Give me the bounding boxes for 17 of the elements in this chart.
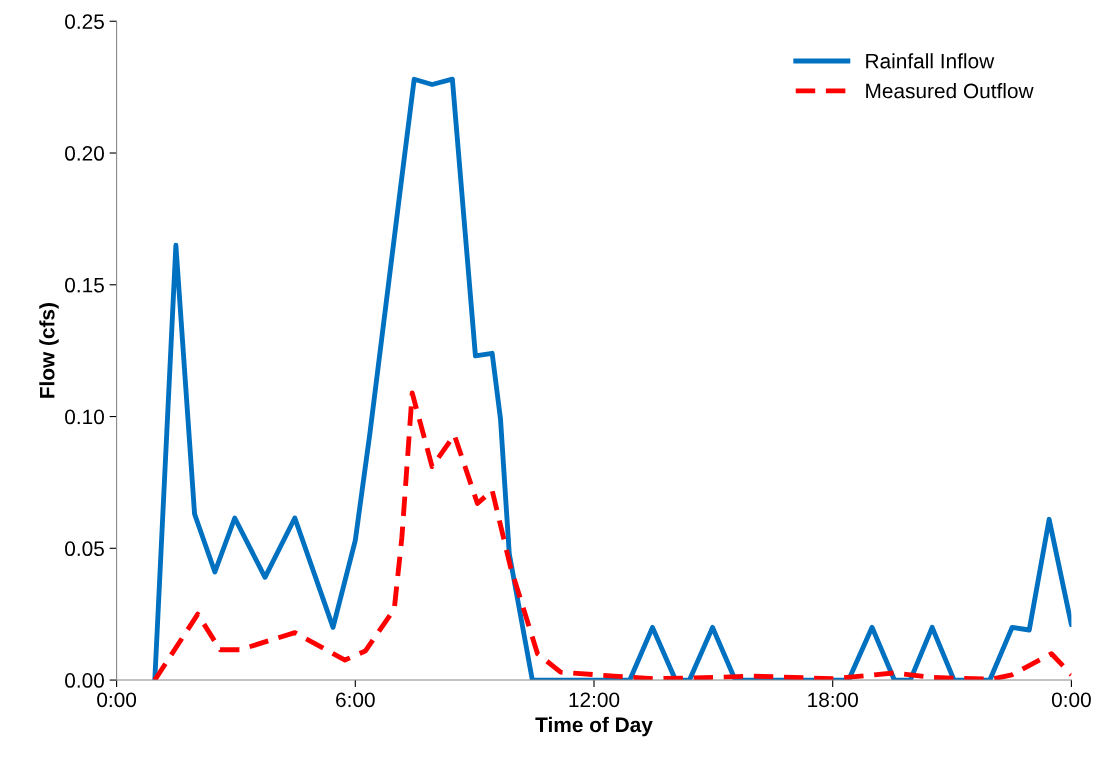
x-tick-label: 12:00	[569, 692, 620, 708]
x-tick-label: 0:00	[97, 692, 137, 708]
legend-label: Measured Outflow	[866, 83, 1034, 99]
line-series	[152, 76, 1072, 681]
x-axis-title: Time of Day	[535, 716, 653, 737]
y-tick-label: 0.15	[65, 277, 104, 293]
y-tick-label: 0.05	[65, 541, 104, 557]
y-tick-label: 0.25	[65, 14, 104, 30]
y-tick-label: 0.20	[65, 146, 104, 161]
line-series	[152, 390, 1072, 681]
legend-label: Rainfall Inflow	[866, 53, 995, 69]
y-tick-label: 0.10	[65, 409, 104, 425]
y-axis-title: Flow (cfs)	[39, 303, 59, 398]
x-tick-label: 18:00	[808, 692, 858, 708]
y-tick-label: 0.00	[65, 673, 104, 688]
x-tick-label: 6:00	[336, 692, 375, 708]
x-tick-label: 0:00	[1051, 692, 1091, 708]
